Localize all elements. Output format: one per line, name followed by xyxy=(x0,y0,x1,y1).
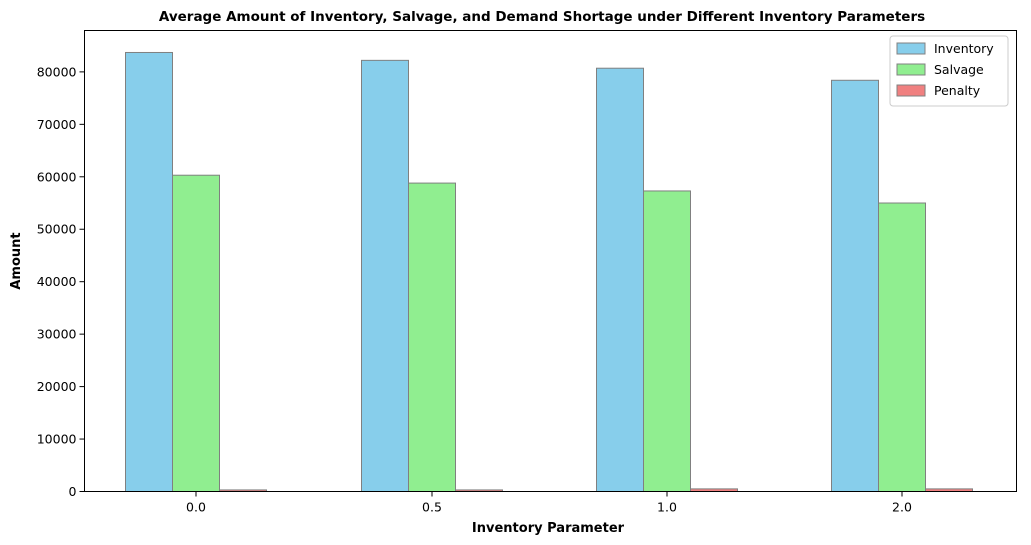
bar-inventory-0.0 xyxy=(125,51,173,492)
y-tick-label: 0 xyxy=(69,484,77,499)
legend-label-inventory: Inventory xyxy=(934,41,994,56)
y-tick-label: 30000 xyxy=(37,327,77,342)
bar-inventory-1.0 xyxy=(596,67,644,493)
bar-inventory-0.5 xyxy=(361,59,409,492)
x-axis-label: Inventory Parameter xyxy=(472,521,625,536)
legend-swatch-penalty xyxy=(896,84,926,97)
x-axis: 0.0 0.5 1.0 2.0 xyxy=(186,491,912,515)
x-tick-label: 0.0 xyxy=(186,500,206,515)
bar-inventory-2.0 xyxy=(831,79,879,492)
y-tick-label: 40000 xyxy=(37,274,77,289)
y-tick-label: 50000 xyxy=(37,222,77,237)
legend-swatch-salvage xyxy=(896,63,926,76)
y-tick-label: 60000 xyxy=(37,169,77,184)
y-tick-label: 10000 xyxy=(37,432,77,447)
legend-swatch-inventory xyxy=(896,42,926,55)
x-tick-label: 0.5 xyxy=(422,500,442,515)
y-tick-label: 20000 xyxy=(37,379,77,394)
y-tick-label: 70000 xyxy=(37,117,77,132)
legend-label-penalty: Penalty xyxy=(934,83,981,98)
y-tick-label: 80000 xyxy=(37,64,77,79)
bar-salvage-1.0 xyxy=(643,190,691,492)
legend: Inventory Salvage Penalty xyxy=(889,35,1009,107)
bar-salvage-0.5 xyxy=(408,182,456,493)
legend-label-salvage: Salvage xyxy=(934,62,984,77)
x-tick-label: 1.0 xyxy=(657,500,677,515)
y-axis-label: Amount xyxy=(9,232,24,289)
y-axis: 0 10000 20000 30000 40000 50000 60000 70000 8000… xyxy=(37,64,85,499)
bar-salvage-2.0 xyxy=(878,202,926,492)
chart-title: Average Amount of Inventory, Salvage, an… xyxy=(159,9,925,25)
bar-salvage-0.0 xyxy=(172,174,220,493)
x-tick-label: 2.0 xyxy=(892,500,912,515)
bars-layer xyxy=(125,51,973,493)
plot-frame xyxy=(84,30,1017,492)
